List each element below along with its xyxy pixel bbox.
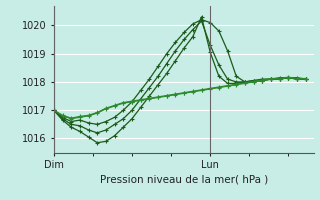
X-axis label: Pression niveau de la mer( hPa ): Pression niveau de la mer( hPa ): [100, 174, 268, 184]
